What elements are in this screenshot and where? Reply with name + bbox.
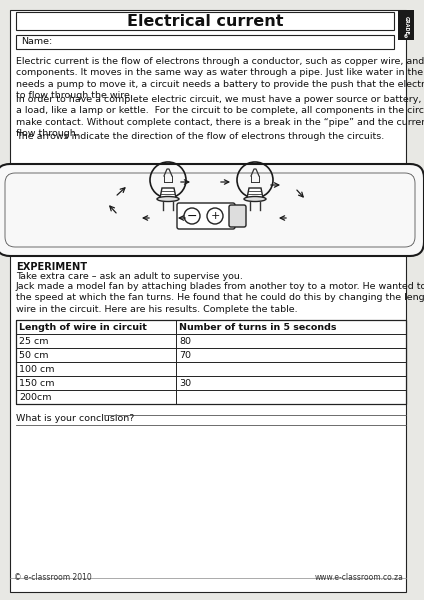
Text: Electric current is the flow of electrons through a conductor, such as copper wi: Electric current is the flow of electron… [16, 57, 424, 100]
Ellipse shape [244, 196, 266, 202]
Text: 6: 6 [404, 34, 408, 40]
Text: Take extra care – ask an adult to supervise you.: Take extra care – ask an adult to superv… [16, 272, 243, 281]
Bar [16, 35, 394, 49]
Text: 200cm: 200cm [19, 392, 51, 401]
Text: 80: 80 [179, 337, 191, 346]
Text: www.e-classroom.co.za: www.e-classroom.co.za [315, 573, 404, 582]
Text: Name:: Name: [21, 37, 52, 46]
Text: −: − [187, 209, 197, 223]
Text: In order to have a complete electric circuit, we must have a power source or bat: In order to have a complete electric cir… [16, 95, 424, 139]
Text: Jack made a model fan by attaching blades from another toy to a motor. He wanted: Jack made a model fan by attaching blade… [16, 282, 424, 314]
Text: +: + [210, 211, 220, 221]
Text: 150 cm: 150 cm [19, 379, 55, 388]
Text: Length of wire in circuit: Length of wire in circuit [19, 323, 147, 331]
Text: 30: 30 [179, 379, 191, 388]
Text: Number of turns in 5 seconds: Number of turns in 5 seconds [179, 323, 337, 331]
Text: Electrical current: Electrical current [127, 13, 283, 28]
Polygon shape [247, 188, 263, 198]
Text: 50 cm: 50 cm [19, 350, 48, 359]
Text: EXPERIMENT: EXPERIMENT [16, 262, 87, 272]
Text: GRADE: GRADE [404, 16, 408, 34]
FancyBboxPatch shape [229, 205, 246, 227]
Bar [16, 12, 394, 30]
FancyBboxPatch shape [177, 203, 235, 229]
Polygon shape [160, 188, 176, 198]
Text: © e-classroom 2010: © e-classroom 2010 [14, 573, 92, 582]
Bar [398, 10, 414, 40]
Text: 100 cm: 100 cm [19, 364, 55, 373]
FancyBboxPatch shape [0, 164, 424, 256]
Text: 25 cm: 25 cm [19, 337, 48, 346]
Ellipse shape [157, 196, 179, 202]
Text: What is your conclusion?: What is your conclusion? [16, 414, 134, 423]
Text: The arrows indicate the direction of the flow of electrons through the circuits.: The arrows indicate the direction of the… [16, 132, 384, 141]
Text: 70: 70 [179, 350, 191, 359]
Bar [16, 320, 406, 404]
